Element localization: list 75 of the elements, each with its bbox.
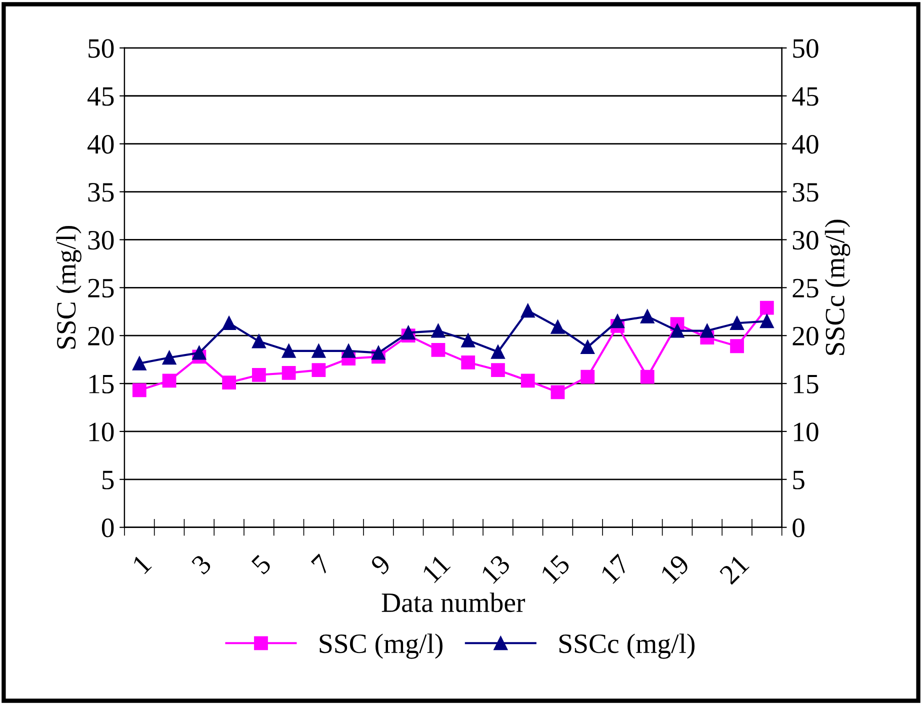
x-tick-label: 19 xyxy=(660,554,690,584)
point xyxy=(431,343,446,357)
x-tick-label: 1 xyxy=(132,554,152,574)
point xyxy=(700,324,714,338)
point xyxy=(580,370,595,384)
point xyxy=(520,304,535,318)
point xyxy=(760,314,774,328)
point xyxy=(282,366,296,380)
point xyxy=(252,334,266,348)
legend-label: SSC (mg/l) xyxy=(320,634,443,659)
y2-tick-label: 40 xyxy=(792,134,818,154)
point xyxy=(491,363,505,378)
point xyxy=(550,385,565,400)
y2-tick-label: 30 xyxy=(792,230,818,250)
y-tick-label: 25 xyxy=(88,278,114,298)
point xyxy=(640,309,654,324)
point xyxy=(282,344,296,358)
y2-tick-label: 10 xyxy=(794,422,818,442)
point xyxy=(610,314,624,328)
y-tick-label: 15 xyxy=(89,374,114,394)
y-tick-label: 45 xyxy=(88,87,114,106)
y2-tick-label: 15 xyxy=(794,374,818,394)
point xyxy=(550,320,565,334)
y2-tick-label: 0 xyxy=(792,518,804,538)
point xyxy=(730,316,744,330)
x-tick-label: 3 xyxy=(190,554,212,576)
point xyxy=(461,355,476,370)
point xyxy=(730,339,744,354)
point xyxy=(640,370,654,384)
y2-tick-label: 5 xyxy=(793,470,804,490)
x-tick-label: 15 xyxy=(540,554,571,584)
y2-axis-title: SSCc (mg/l) xyxy=(824,220,850,355)
point xyxy=(760,300,774,315)
point xyxy=(401,326,416,340)
point xyxy=(431,324,446,338)
y-tick-label: 30 xyxy=(88,230,114,250)
x-tick-label: 7 xyxy=(310,554,332,574)
y-tick-label: 5 xyxy=(102,470,114,490)
point xyxy=(491,344,505,359)
point xyxy=(222,376,236,390)
point xyxy=(312,363,326,378)
y2-tick-label: 50 xyxy=(793,39,818,58)
y-axis-title: SSC (mg/l) xyxy=(56,226,82,349)
y2-tick-label: 20 xyxy=(792,326,818,346)
y-tick-label: 50 xyxy=(88,39,114,58)
point xyxy=(520,374,535,388)
point xyxy=(162,350,176,365)
y-tick-label: 10 xyxy=(89,422,114,442)
point xyxy=(252,368,266,382)
x-tick-label: 11 xyxy=(422,554,451,584)
y-tick-label: 20 xyxy=(88,326,114,346)
y2-tick-label: 35 xyxy=(792,183,818,202)
point xyxy=(461,333,476,348)
x-tick-label: 9 xyxy=(370,554,392,576)
point xyxy=(192,346,206,360)
legend-label: SSCc (mg/l) xyxy=(559,634,695,659)
point xyxy=(312,344,326,358)
y2-tick-label: 45 xyxy=(792,87,818,106)
point xyxy=(132,383,146,398)
point xyxy=(222,316,236,330)
x-tick-label: 17 xyxy=(600,554,631,584)
x-tick-label: 5 xyxy=(251,554,272,575)
y-tick-label: 0 xyxy=(102,518,114,538)
point xyxy=(342,344,356,358)
x-tick-label: 21 xyxy=(718,554,750,585)
x-axis-title: Data number xyxy=(382,592,526,612)
point xyxy=(670,324,684,338)
point xyxy=(372,346,386,360)
y-tick-label: 40 xyxy=(88,134,114,154)
point xyxy=(580,340,595,354)
y2-tick-label: 25 xyxy=(792,278,818,298)
x-tick-label: 13 xyxy=(480,554,512,584)
point xyxy=(132,356,146,370)
point xyxy=(162,374,176,388)
y-tick-label: 35 xyxy=(88,183,114,202)
